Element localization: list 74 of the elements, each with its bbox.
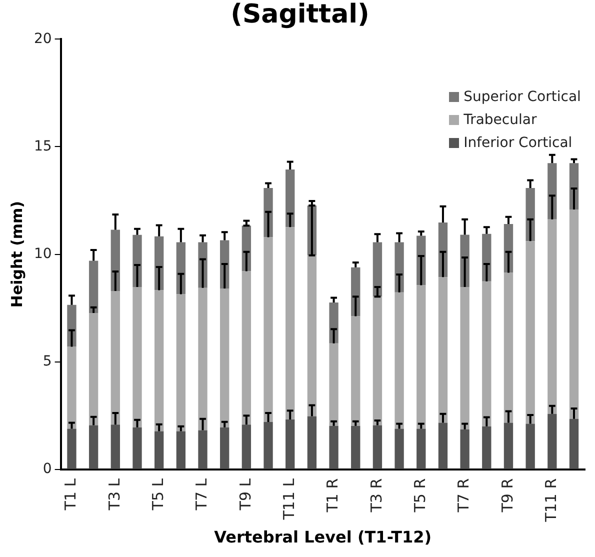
bar [307,255,317,416]
bar [198,288,208,430]
y-tick-label: 15 [34,138,52,154]
bar [132,427,142,469]
legend-label: Inferior Cortical [464,135,572,152]
bar [307,416,317,469]
bar [264,237,273,422]
x-tick-label: T1 R [324,478,342,514]
bar [416,428,426,469]
y-tick-label: 0 [42,461,52,477]
bar [460,286,470,430]
chart-title: (Sagittal) [230,0,370,30]
bar [88,260,98,313]
bar [460,429,470,469]
bar [67,428,76,469]
bar [329,343,338,426]
bar [329,426,338,469]
x-tick-label: T7 L [192,478,211,512]
bar [394,292,404,429]
bar [438,277,448,423]
bar [569,210,579,419]
x-tick-label: T11 L [280,478,298,521]
bar [88,312,98,426]
x-tick-label: T1 L [62,478,80,512]
x-tick-label: T3 R [367,478,386,514]
bar [504,272,514,423]
bar [286,419,295,469]
bar [526,241,535,424]
bar [264,422,273,469]
y-tick-label: 10 [34,246,52,262]
bar [548,219,557,414]
bar [220,288,230,428]
bar [504,422,514,469]
bar [372,425,382,469]
bar [286,227,295,420]
bar [286,170,295,228]
x-axis-title: Vertebral Level (T1-T12) [214,528,432,547]
y-axis-title: Height (mm) [8,200,26,308]
x-tick-label: T5 L [148,478,167,512]
legend-label: Superior Cortical [464,89,581,106]
bar [110,424,120,469]
bar [154,290,164,432]
bar [67,346,76,429]
bar [242,424,252,469]
y-tick-label: 20 [34,30,52,47]
bar [176,431,186,469]
bar [154,431,164,469]
bar [132,286,142,428]
x-tick-label: T9 L [236,478,254,512]
legend-label: Trabecular [464,112,537,128]
x-tick-label: T3 L [105,478,124,512]
bar [372,242,382,297]
x-tick-label: T9 R [498,478,516,514]
bar [110,291,120,425]
y-tick-label: 5 [42,353,52,370]
bar [548,414,557,469]
bar [372,296,382,426]
bar [220,427,230,469]
bar [569,418,579,469]
bar [88,425,98,469]
bar [351,426,360,469]
bar [242,271,252,425]
x-tick-label: T11 R [542,478,560,523]
bar [482,426,492,469]
bar [394,428,404,469]
bar [198,430,208,469]
bar [482,281,492,426]
bar [351,316,360,426]
bar [416,285,426,429]
x-tick-label: T5 R [411,478,430,514]
x-tick-label: T7 R [454,478,473,514]
bar [176,294,186,432]
bar [438,422,448,469]
bar [526,424,535,469]
